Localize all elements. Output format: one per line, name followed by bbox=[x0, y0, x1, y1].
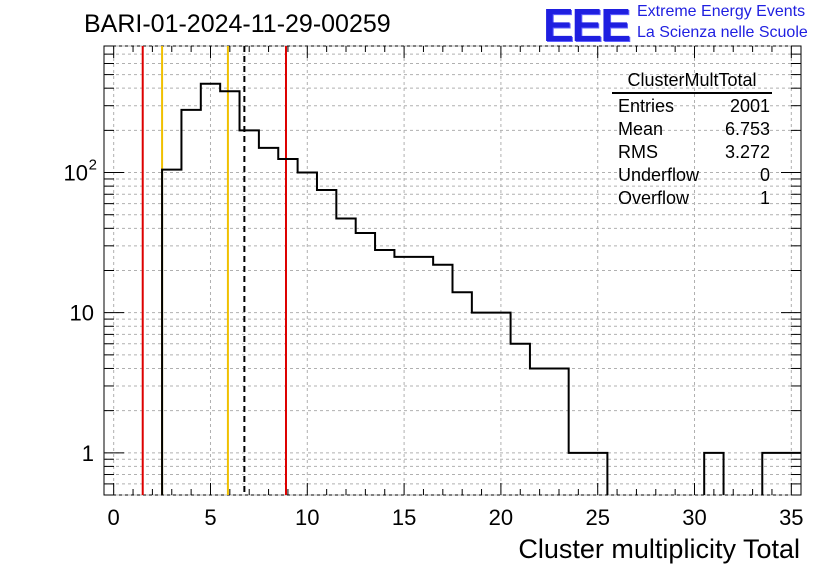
x-tick-label: 30 bbox=[682, 505, 706, 530]
stats-value: 6.753 bbox=[724, 119, 770, 139]
stats-row: Entries 2001 bbox=[612, 95, 772, 118]
stats-row: Mean 6.753 bbox=[612, 118, 772, 141]
x-axis-label: Cluster multiplicity Total bbox=[518, 534, 800, 564]
logo-line-2: La Scienza nelle Scuole bbox=[637, 24, 808, 41]
x-tick-label: 10 bbox=[295, 505, 319, 530]
histogram-step-line bbox=[161, 82, 801, 495]
stats-box: ClusterMultTotal Entries 2001 Mean 6.753… bbox=[612, 70, 772, 210]
stats-name: ClusterMultTotal bbox=[612, 70, 772, 94]
marker-lines bbox=[141, 46, 287, 495]
y-tick-label: 10 bbox=[70, 301, 94, 326]
stats-row: RMS 3.272 bbox=[612, 141, 772, 164]
y-tick-exponent: 2 bbox=[89, 157, 97, 174]
stats-value: 1 bbox=[759, 188, 770, 208]
x-tick-label: 20 bbox=[489, 505, 513, 530]
stats-value: 0 bbox=[759, 165, 770, 185]
eee-logo: EEE bbox=[543, 0, 631, 51]
stats-value: 3.272 bbox=[724, 142, 770, 162]
stats-value: 2001 bbox=[729, 96, 770, 116]
stats-label: Overflow bbox=[618, 188, 690, 208]
grid-lines bbox=[104, 45, 801, 496]
y-tick-label: 10 bbox=[64, 161, 88, 186]
run-title: BARI-01-2024-11-29-00259 bbox=[84, 10, 391, 38]
x-tick-label: 5 bbox=[204, 505, 216, 530]
stats-row: Overflow 1 bbox=[612, 187, 772, 210]
stats-row: Underflow 0 bbox=[612, 164, 772, 187]
stats-label: Underflow bbox=[618, 165, 700, 185]
stats-label: RMS bbox=[618, 142, 658, 162]
stats-label: Mean bbox=[618, 119, 664, 139]
x-tick-label: 0 bbox=[108, 505, 120, 530]
stats-label: Entries bbox=[618, 96, 675, 116]
x-tick-label: 35 bbox=[779, 505, 803, 530]
x-tick-label: 25 bbox=[585, 505, 609, 530]
y-tick-label: 1 bbox=[82, 441, 94, 466]
x-tick-label: 15 bbox=[392, 505, 416, 530]
logo-line-1: Extreme Energy Events bbox=[637, 3, 806, 20]
